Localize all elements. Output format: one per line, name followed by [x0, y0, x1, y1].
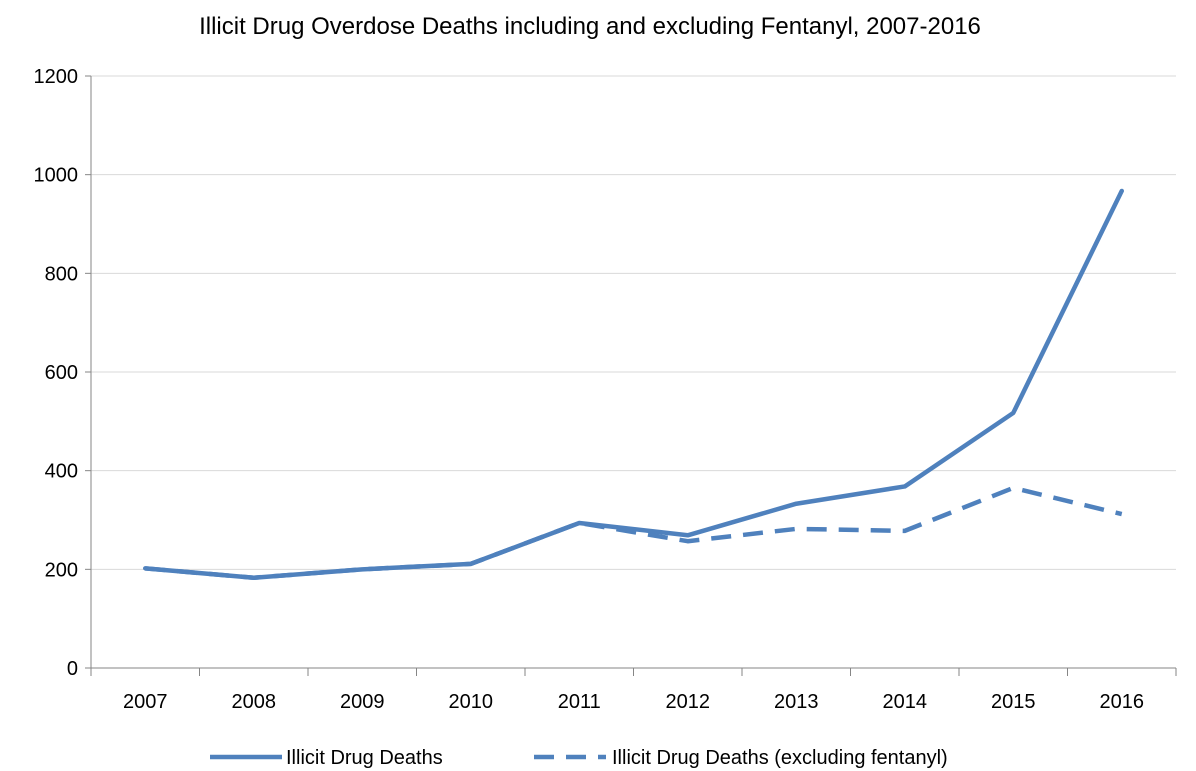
y-tick-label: 600: [45, 362, 78, 384]
x-tick-label: 2008: [232, 691, 277, 713]
x-tick-label: 2014: [883, 691, 928, 713]
x-tick-label: 2016: [1100, 691, 1145, 713]
x-tick-label: 2013: [774, 691, 819, 713]
legend-label: Illicit Drug Deaths (excluding fentanyl): [612, 747, 948, 769]
x-tick-label: 2012: [666, 691, 711, 713]
x-tick-label: 2009: [340, 691, 385, 713]
x-tick-label: 2011: [558, 691, 601, 713]
axes: 0 200 400 600 800 1000 1200 2007 2008 2009 2010 201…: [34, 66, 1177, 713]
y-tick-label: 0: [67, 658, 78, 680]
legend: Illicit Drug Deaths Illicit Drug Deaths (…: [210, 747, 948, 769]
x-tick-label: 2007: [123, 691, 168, 713]
series-lines: [143, 188, 1124, 580]
y-tick-label: 200: [45, 559, 78, 581]
y-tick-label: 1000: [34, 165, 79, 187]
y-tick-label: 400: [45, 461, 78, 483]
series-line-excluding-fentanyl: [145, 485, 1123, 580]
legend-label: Illicit Drug Deaths: [286, 747, 443, 769]
x-tick-label: 2015: [991, 691, 1036, 713]
chart-title: Illicit Drug Overdose Deaths including a…: [199, 13, 981, 40]
y-tick-label: 1200: [34, 66, 79, 88]
series-line-illicit-drug-deaths: [143, 188, 1124, 580]
y-tick-label: 800: [45, 263, 78, 285]
x-tick-label: 2010: [449, 691, 494, 713]
gridlines: [91, 75, 1176, 570]
